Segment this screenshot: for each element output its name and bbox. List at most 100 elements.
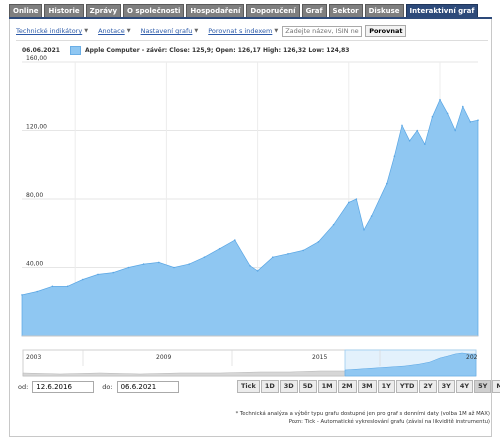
to-label: do: — [102, 383, 113, 391]
legend-swatch — [69, 45, 81, 55]
period-button[interactable]: 2Y — [419, 380, 437, 393]
tab-3[interactable]: O společnosti — [123, 4, 185, 17]
period-button[interactable]: 3D — [279, 380, 298, 393]
price-point — [469, 121, 472, 123]
period-button[interactable]: Tick — [237, 380, 260, 393]
price-point — [446, 112, 449, 115]
period-button[interactable]: Max — [492, 380, 500, 393]
chevron-down-icon[interactable]: ▼ — [194, 28, 199, 34]
price-point — [393, 155, 396, 157]
y-tick-label: 80,00 — [26, 192, 43, 199]
price-point — [158, 261, 160, 264]
technical-indicators-link[interactable]: Technické indikátory — [16, 27, 83, 35]
price-point — [363, 229, 365, 231]
tab-6[interactable]: Graf — [301, 4, 327, 17]
period-button[interactable]: YTD — [395, 380, 419, 393]
navigator-year-label: 2003 — [26, 354, 41, 361]
y-tick-label: 160,00 — [26, 55, 47, 62]
price-point — [51, 285, 54, 288]
price-point — [431, 116, 434, 118]
period-button[interactable]: 1M — [317, 380, 337, 393]
toolbar-divider — [16, 40, 488, 41]
price-point — [302, 249, 305, 252]
tab-2[interactable]: Zprávy — [85, 4, 122, 17]
price-point — [408, 140, 411, 142]
price-point — [355, 198, 358, 200]
tab-8[interactable]: Diskuse — [364, 4, 404, 17]
price-point — [82, 278, 84, 281]
price-point — [188, 263, 190, 265]
chart-panel — [9, 19, 492, 437]
chevron-down-icon[interactable]: ▼ — [84, 28, 89, 34]
price-point — [203, 256, 206, 259]
chart-legend: 06.06.2021 Apple Computer - závěr: Close… — [22, 45, 349, 55]
navigator: 2003 2009 2015 202 — [22, 349, 478, 377]
period-button[interactable]: 2M — [337, 380, 357, 393]
tab-9[interactable]: Interaktivní graf — [405, 4, 479, 17]
price-point — [127, 266, 130, 269]
price-point — [348, 201, 350, 204]
chevron-down-icon[interactable]: ▼ — [126, 28, 131, 34]
chart-notes: * Technická analýza a výběr typu grafu d… — [236, 410, 490, 426]
price-point — [462, 105, 464, 108]
note-line: Pozn: Tick - Automatické vykreslování gr… — [288, 419, 490, 425]
price-point — [424, 143, 426, 145]
tab-bar-underline — [9, 17, 492, 19]
tab-4[interactable]: Hospodaření — [186, 4, 245, 17]
period-button[interactable]: 5Y — [474, 380, 492, 393]
price-point — [272, 256, 274, 259]
price-point — [173, 266, 175, 269]
price-point — [112, 271, 114, 274]
navigator-year-label: 2009 — [156, 354, 171, 361]
compare-search-input[interactable] — [282, 25, 363, 37]
period-buttons: Tick1D3D5D1M2M3M1YYTD2Y3Y4Y5YMax — [237, 380, 500, 394]
period-button[interactable]: 3M — [357, 380, 377, 393]
price-point — [317, 241, 320, 243]
price-point — [287, 253, 289, 255]
price-point — [66, 285, 69, 288]
navigator-selected-area — [344, 352, 477, 377]
price-point — [386, 182, 388, 185]
from-date-input[interactable] — [32, 381, 95, 393]
y-tick-label: 40,00 — [26, 261, 43, 268]
from-label: od: — [18, 383, 29, 391]
navigator-year-label: 202 — [466, 354, 478, 361]
price-point — [332, 223, 335, 226]
period-button[interactable]: 1D — [260, 380, 279, 393]
period-button[interactable]: 5D — [298, 380, 317, 393]
price-point — [370, 215, 373, 217]
price-point — [218, 247, 221, 250]
compare-button[interactable]: Porovnat — [365, 25, 407, 37]
legend-series-text: Apple Computer - závěr: Close: 125,9; Op… — [84, 46, 350, 54]
chevron-down-icon[interactable]: ▼ — [274, 28, 279, 34]
tab-bar: Online Historie Zprávy O společnosti Hospoda… — [9, 4, 479, 17]
price-area-series — [21, 98, 479, 337]
tab-5[interactable]: Doporučení — [246, 4, 300, 17]
price-point — [36, 290, 38, 293]
price-point — [234, 239, 236, 241]
navigator-year-label: 2015 — [312, 354, 327, 361]
period-button[interactable]: 3Y — [437, 380, 455, 393]
annotations-link[interactable]: Anotace — [98, 27, 125, 35]
compare-with-index-link[interactable]: Porovnat s indexem — [208, 27, 273, 35]
price-point — [454, 129, 457, 132]
period-button[interactable]: 4Y — [455, 380, 474, 393]
y-tick-label: 120,00 — [26, 124, 47, 131]
date-range: od: do: — [18, 380, 187, 394]
price-point — [439, 98, 441, 101]
price-point — [97, 273, 99, 276]
tab-0[interactable]: Online — [9, 4, 43, 17]
chart-toolbar: Technické indikátory ▼ Anotace ▼ Nastave… — [16, 24, 407, 38]
tab-1[interactable]: Historie — [44, 4, 84, 17]
price-point — [401, 124, 403, 127]
legend-date: 06.06.2021 — [22, 46, 60, 54]
to-date-input[interactable] — [116, 381, 179, 393]
period-button[interactable]: 1Y — [377, 380, 395, 393]
price-point — [416, 129, 419, 132]
price-points — [21, 98, 479, 296]
chart-settings-link[interactable]: Nastavení grafu — [140, 27, 193, 35]
note-line: * Technická analýza a výběr typu grafu d… — [235, 411, 490, 417]
tab-7[interactable]: Sektor — [328, 4, 363, 17]
price-point — [249, 265, 251, 267]
